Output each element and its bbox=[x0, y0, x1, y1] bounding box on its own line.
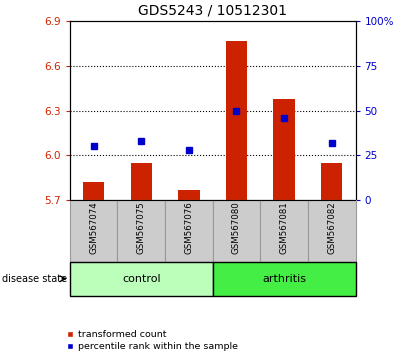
Text: GSM567081: GSM567081 bbox=[279, 201, 289, 254]
Legend: transformed count, percentile rank within the sample: transformed count, percentile rank withi… bbox=[66, 330, 238, 351]
Bar bbox=[273, 99, 295, 200]
Bar bbox=[118, 200, 165, 262]
Bar bbox=[83, 182, 104, 200]
Text: arthritis: arthritis bbox=[262, 274, 306, 284]
Text: control: control bbox=[122, 274, 161, 284]
Bar bbox=[260, 200, 308, 262]
Text: GSM567075: GSM567075 bbox=[137, 201, 146, 254]
Bar bbox=[321, 163, 342, 200]
Bar bbox=[70, 262, 213, 296]
Bar bbox=[165, 200, 213, 262]
Bar bbox=[70, 200, 118, 262]
Text: GSM567080: GSM567080 bbox=[232, 201, 241, 254]
Bar bbox=[213, 262, 356, 296]
Bar bbox=[308, 200, 356, 262]
Bar bbox=[226, 41, 247, 200]
Text: GSM567082: GSM567082 bbox=[327, 201, 336, 254]
Bar bbox=[131, 163, 152, 200]
Title: GDS5243 / 10512301: GDS5243 / 10512301 bbox=[138, 3, 287, 17]
Bar bbox=[213, 200, 260, 262]
Text: GSM567076: GSM567076 bbox=[185, 201, 194, 254]
Text: disease state: disease state bbox=[2, 274, 67, 284]
Bar bbox=[178, 190, 200, 200]
Text: GSM567074: GSM567074 bbox=[89, 201, 98, 254]
